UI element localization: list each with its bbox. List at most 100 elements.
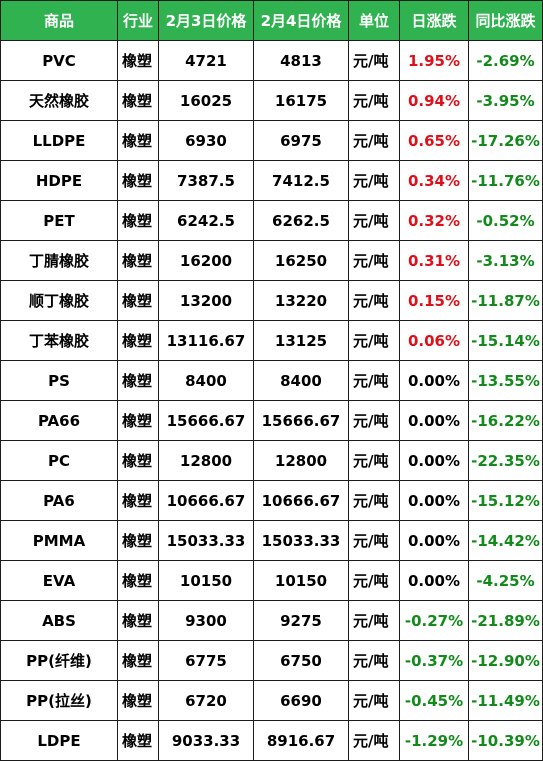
industry-cell: 橡塑	[117, 200, 159, 241]
table-row: PMMA 橡塑 15033.33 15033.33 元/吨 0.00% -14.42%	[0, 520, 543, 561]
price-feb3-cell: 12800	[158, 440, 254, 481]
yoy-change-cell: -17.26%	[468, 120, 543, 161]
header-industry: 行业	[117, 0, 159, 41]
yoy-change-cell: -14.42%	[468, 520, 543, 561]
industry-cell: 橡塑	[117, 80, 159, 121]
price-feb4-cell: 15666.67	[253, 400, 349, 441]
table-row: LLDPE 橡塑 6930 6975 元/吨 0.65% -17.26%	[0, 120, 543, 161]
daily-change-cell: -0.37%	[399, 640, 469, 681]
yoy-change-cell: -3.95%	[468, 80, 543, 121]
price-feb4-cell: 8400	[253, 360, 349, 401]
price-feb3-cell: 13200	[158, 280, 254, 321]
product-cell: EVA	[0, 560, 118, 601]
unit-cell: 元/吨	[348, 640, 400, 681]
price-feb3-cell: 8400	[158, 360, 254, 401]
unit-cell: 元/吨	[348, 200, 400, 241]
product-cell: 顺丁橡胶	[0, 280, 118, 321]
price-feb3-cell: 10150	[158, 560, 254, 601]
industry-cell: 橡塑	[117, 520, 159, 561]
unit-cell: 元/吨	[348, 320, 400, 361]
daily-change-cell: 1.95%	[399, 40, 469, 81]
yoy-change-cell: -3.13%	[468, 240, 543, 281]
price-feb4-cell: 13220	[253, 280, 349, 321]
daily-change-cell: 0.94%	[399, 80, 469, 121]
daily-change-cell: 0.15%	[399, 280, 469, 321]
unit-cell: 元/吨	[348, 720, 400, 761]
product-cell: PS	[0, 360, 118, 401]
industry-cell: 橡塑	[117, 640, 159, 681]
industry-cell: 橡塑	[117, 680, 159, 721]
price-feb3-cell: 13116.67	[158, 320, 254, 361]
industry-cell: 橡塑	[117, 560, 159, 601]
table-row: EVA 橡塑 10150 10150 元/吨 0.00% -4.25%	[0, 560, 543, 601]
daily-change-cell: 0.00%	[399, 400, 469, 441]
yoy-change-cell: -16.22%	[468, 400, 543, 441]
header-price-feb4: 2月4日价格	[253, 0, 349, 41]
unit-cell: 元/吨	[348, 680, 400, 721]
product-cell: PP(拉丝)	[0, 680, 118, 721]
table-row: 丁苯橡胶 橡塑 13116.67 13125 元/吨 0.06% -15.14%	[0, 320, 543, 361]
price-feb4-cell: 9275	[253, 600, 349, 641]
price-feb3-cell: 7387.5	[158, 160, 254, 201]
product-cell: PP(纤维)	[0, 640, 118, 681]
unit-cell: 元/吨	[348, 560, 400, 601]
table-body: PVC 橡塑 4721 4813 元/吨 1.95% -2.69% 天然橡胶 橡塑 16025 16…	[0, 40, 543, 761]
price-feb4-cell: 15033.33	[253, 520, 349, 561]
product-cell: PC	[0, 440, 118, 481]
table-row: HDPE 橡塑 7387.5 7412.5 元/吨 0.34% -11.76%	[0, 160, 543, 201]
unit-cell: 元/吨	[348, 40, 400, 81]
price-feb4-cell: 8916.67	[253, 720, 349, 761]
industry-cell: 橡塑	[117, 720, 159, 761]
price-feb3-cell: 9033.33	[158, 720, 254, 761]
product-cell: LDPE	[0, 720, 118, 761]
daily-change-cell: 0.00%	[399, 360, 469, 401]
daily-change-cell: 0.31%	[399, 240, 469, 281]
header-unit: 单位	[348, 0, 400, 41]
price-feb3-cell: 10666.67	[158, 480, 254, 521]
price-feb4-cell: 6750	[253, 640, 349, 681]
industry-cell: 橡塑	[117, 440, 159, 481]
unit-cell: 元/吨	[348, 360, 400, 401]
industry-cell: 橡塑	[117, 360, 159, 401]
yoy-change-cell: -11.49%	[468, 680, 543, 721]
table-row: PP(纤维) 橡塑 6775 6750 元/吨 -0.37% -12.90%	[0, 640, 543, 681]
price-feb4-cell: 6690	[253, 680, 349, 721]
industry-cell: 橡塑	[117, 120, 159, 161]
price-feb3-cell: 15033.33	[158, 520, 254, 561]
industry-cell: 橡塑	[117, 320, 159, 361]
price-feb3-cell: 16200	[158, 240, 254, 281]
price-feb4-cell: 10150	[253, 560, 349, 601]
daily-change-cell: 0.00%	[399, 440, 469, 481]
unit-cell: 元/吨	[348, 520, 400, 561]
daily-change-cell: -0.27%	[399, 600, 469, 641]
product-cell: 丁苯橡胶	[0, 320, 118, 361]
unit-cell: 元/吨	[348, 280, 400, 321]
daily-change-cell: 0.00%	[399, 480, 469, 521]
yoy-change-cell: -15.14%	[468, 320, 543, 361]
yoy-change-cell: -10.39%	[468, 720, 543, 761]
table-row: LDPE 橡塑 9033.33 8916.67 元/吨 -1.29% -10.39%	[0, 720, 543, 761]
product-cell: LLDPE	[0, 120, 118, 161]
product-cell: PMMA	[0, 520, 118, 561]
daily-change-cell: 0.00%	[399, 560, 469, 601]
price-feb3-cell: 6930	[158, 120, 254, 161]
yoy-change-cell: -4.25%	[468, 560, 543, 601]
unit-cell: 元/吨	[348, 440, 400, 481]
price-feb3-cell: 6242.5	[158, 200, 254, 241]
price-feb4-cell: 4813	[253, 40, 349, 81]
table-row: PA66 橡塑 15666.67 15666.67 元/吨 0.00% -16.22%	[0, 400, 543, 441]
unit-cell: 元/吨	[348, 600, 400, 641]
price-feb4-cell: 6975	[253, 120, 349, 161]
price-feb4-cell: 12800	[253, 440, 349, 481]
unit-cell: 元/吨	[348, 400, 400, 441]
price-feb3-cell: 4721	[158, 40, 254, 81]
industry-cell: 橡塑	[117, 160, 159, 201]
header-daily-change: 日涨跌	[399, 0, 469, 41]
header-yoy-change: 同比涨跌	[468, 0, 543, 41]
table-row: ABS 橡塑 9300 9275 元/吨 -0.27% -21.89%	[0, 600, 543, 641]
price-feb3-cell: 15666.67	[158, 400, 254, 441]
yoy-change-cell: -12.90%	[468, 640, 543, 681]
price-feb4-cell: 10666.67	[253, 480, 349, 521]
price-feb4-cell: 13125	[253, 320, 349, 361]
header-product: 商品	[0, 0, 118, 41]
